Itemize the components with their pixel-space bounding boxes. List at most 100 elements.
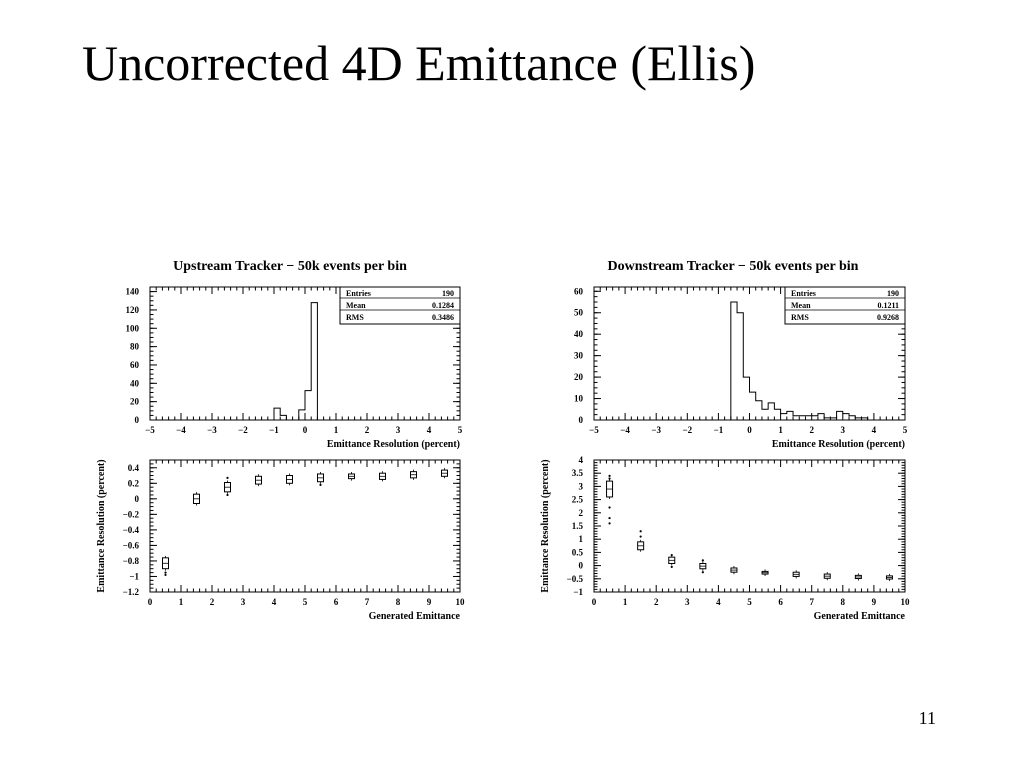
y-tick-label: 0.4	[128, 463, 140, 473]
x-tick-label: −4	[620, 425, 630, 435]
outlier-point	[701, 571, 704, 574]
histogram-bar	[793, 416, 799, 420]
x-tick-label: 2	[809, 425, 814, 435]
x-tick-label: 10	[456, 597, 466, 607]
x-tick-label: 2	[654, 597, 659, 607]
x-tick-label: 4	[427, 425, 432, 435]
y-tick-label: −1	[573, 587, 583, 597]
stats-label: RMS	[346, 313, 364, 322]
stats-label: Mean	[791, 301, 811, 310]
x-tick-label: 0	[303, 425, 308, 435]
chart-title: Downstream Tracker − 50k events per bin	[608, 259, 859, 274]
y-tick-label: 2	[579, 508, 584, 518]
x-tick-label: 3	[241, 597, 246, 607]
y-tick-label: −0.4	[123, 525, 140, 535]
x-tick-label: 5	[458, 425, 463, 435]
outlier-point	[164, 571, 167, 574]
y-tick-label: 60	[130, 360, 140, 370]
x-tick-label: −2	[682, 425, 692, 435]
stats-value: 190	[887, 289, 899, 298]
stats-value: 0.1211	[877, 301, 899, 310]
x-tick-label: 5	[303, 597, 308, 607]
x-tick-label: 5	[903, 425, 908, 435]
x-tick-label: 4	[272, 597, 277, 607]
down-hist-chart: Downstream Tracker − 50k events per bin −…	[574, 259, 908, 450]
x-tick-label: 3	[685, 597, 690, 607]
x-tick-label: 10	[901, 597, 911, 607]
slide-title: Uncorrected 4D Emittance (Ellis)	[82, 35, 756, 91]
outlier-point	[670, 553, 673, 557]
y-tick-label: 1.5	[572, 521, 584, 531]
y-tick-label: −0.8	[123, 556, 140, 566]
chart-title: Upstream Tracker − 50k events per bin	[173, 259, 407, 274]
outlier-point	[608, 522, 611, 525]
x-tick-label: −4	[176, 425, 186, 435]
x-axis-label: Generated Emittance	[369, 611, 461, 622]
x-axis-label: Emittance Resolution (percent)	[327, 439, 460, 450]
outlier-point	[226, 476, 229, 479]
stats-value: 190	[442, 289, 454, 298]
x-tick-label: 8	[396, 597, 401, 607]
stats-label: RMS	[791, 313, 809, 322]
y-tick-label: 80	[130, 342, 140, 352]
histogram-bar	[768, 403, 774, 420]
stats-value: 0.1284	[432, 301, 454, 310]
slide-number: 11	[918, 708, 936, 728]
y-tick-label: 0	[135, 415, 140, 425]
x-tick-label: 7	[365, 597, 370, 607]
y-tick-label: 0.5	[572, 547, 584, 557]
x-tick-label: 7	[809, 597, 814, 607]
y-axis-label: Emittance Resolution (percent)	[540, 459, 551, 592]
x-tick-label: −3	[207, 425, 217, 435]
x-tick-label: −5	[145, 425, 155, 435]
x-tick-label: 6	[334, 597, 339, 607]
outlier-point	[670, 565, 673, 569]
histogram-bar	[787, 411, 793, 420]
x-tick-label: 1	[623, 597, 628, 607]
x-tick-label: 8	[841, 597, 846, 607]
x-axis-label: Emittance Resolution (percent)	[772, 439, 905, 450]
y-tick-label: −1.2	[123, 587, 140, 597]
y-tick-label: 10	[574, 394, 584, 404]
x-tick-label: −1	[269, 425, 279, 435]
stats-box	[784, 286, 906, 325]
y-tick-label: 100	[126, 323, 140, 333]
x-tick-label: −5	[589, 425, 599, 435]
histogram-outline	[730, 301, 869, 420]
y-tick-label: 0	[579, 415, 584, 425]
y-axis-label: Emittance Resolution (percent)	[96, 459, 107, 592]
x-tick-label: 0	[747, 425, 752, 435]
x-tick-label: 0	[592, 597, 597, 607]
y-tick-label: 60	[574, 286, 584, 296]
histogram-bar	[274, 408, 280, 420]
histogram-bar	[843, 414, 849, 420]
up-hist-chart: Upstream Tracker − 50k events per bin −5 −…	[126, 259, 463, 450]
y-tick-label: 20	[574, 372, 584, 382]
x-tick-label: 6	[778, 597, 783, 607]
x-tick-label: 1	[179, 597, 184, 607]
y-tick-label: 40	[130, 378, 140, 388]
outlier-point	[319, 483, 322, 486]
histogram-bar	[750, 392, 756, 420]
y-tick-label: 50	[574, 308, 584, 318]
x-tick-label: 3	[841, 425, 846, 435]
x-tick-label: −1	[714, 425, 724, 435]
x-tick-label: 2	[210, 597, 215, 607]
y-tick-label: 3	[579, 481, 584, 491]
y-tick-label: 140	[126, 287, 140, 297]
plot-frame	[593, 459, 906, 593]
outlier-point	[608, 516, 611, 520]
x-tick-label: −2	[238, 425, 248, 435]
stats-value: 0.9268	[877, 313, 899, 322]
y-tick-label: 30	[574, 351, 584, 361]
x-tick-label: 5	[747, 597, 752, 607]
histogram-bar	[774, 409, 780, 420]
histogram-bar	[818, 414, 824, 420]
x-tick-label: 1	[778, 425, 783, 435]
x-tick-label: −3	[651, 425, 661, 435]
y-tick-label: 3.5	[572, 468, 584, 478]
stats-value: 0.3486	[432, 313, 454, 322]
histogram-bar	[311, 303, 317, 420]
